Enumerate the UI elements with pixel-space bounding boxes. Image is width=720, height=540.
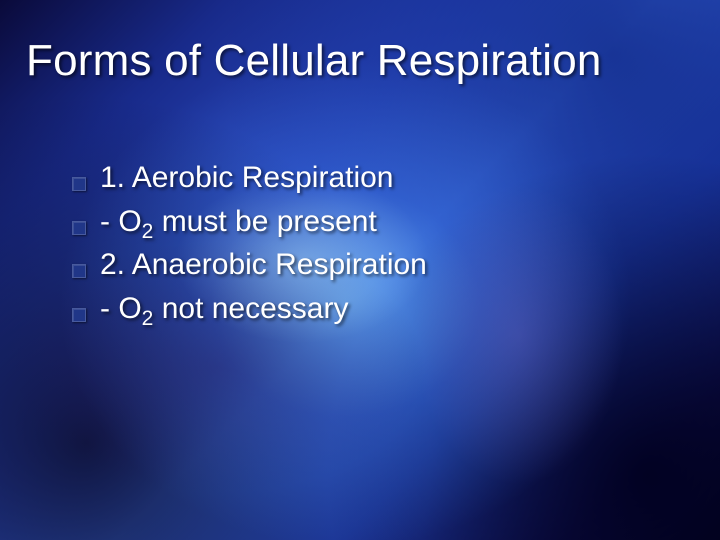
bullet-text-post: not necessary — [153, 292, 348, 325]
bullet-marker-icon — [72, 177, 86, 191]
slide-title: Forms of Cellular Respiration — [26, 36, 602, 86]
bullet-item: - O2 must be present — [72, 202, 427, 242]
bullet-text-sub: 2 — [142, 307, 154, 330]
bullet-text-pre: - O — [100, 205, 142, 238]
bullet-text-pre: - O — [100, 292, 142, 325]
bullet-text: - O2 must be present — [100, 202, 377, 242]
bullet-text: 1. Aerobic Respiration — [100, 158, 394, 198]
bullet-item: 1. Aerobic Respiration — [72, 158, 427, 198]
bullet-text-pre: 2. Anaerobic Respiration — [100, 248, 427, 281]
bullet-text-post: must be present — [153, 205, 376, 238]
slide: Forms of Cellular Respiration 1. Aerobic… — [0, 0, 720, 540]
bullet-marker-icon — [72, 221, 86, 235]
bullet-item: 2. Anaerobic Respiration — [72, 245, 427, 285]
bullet-text-pre: 1. Aerobic Respiration — [100, 161, 394, 194]
bullet-list: 1. Aerobic Respiration - O2 must be pres… — [72, 158, 427, 332]
bullet-marker-icon — [72, 264, 86, 278]
bullet-text-sub: 2 — [142, 220, 154, 243]
bullet-marker-icon — [72, 308, 86, 322]
bullet-text: 2. Anaerobic Respiration — [100, 245, 427, 285]
bullet-text: - O2 not necessary — [100, 289, 348, 329]
bullet-item: - O2 not necessary — [72, 289, 427, 329]
